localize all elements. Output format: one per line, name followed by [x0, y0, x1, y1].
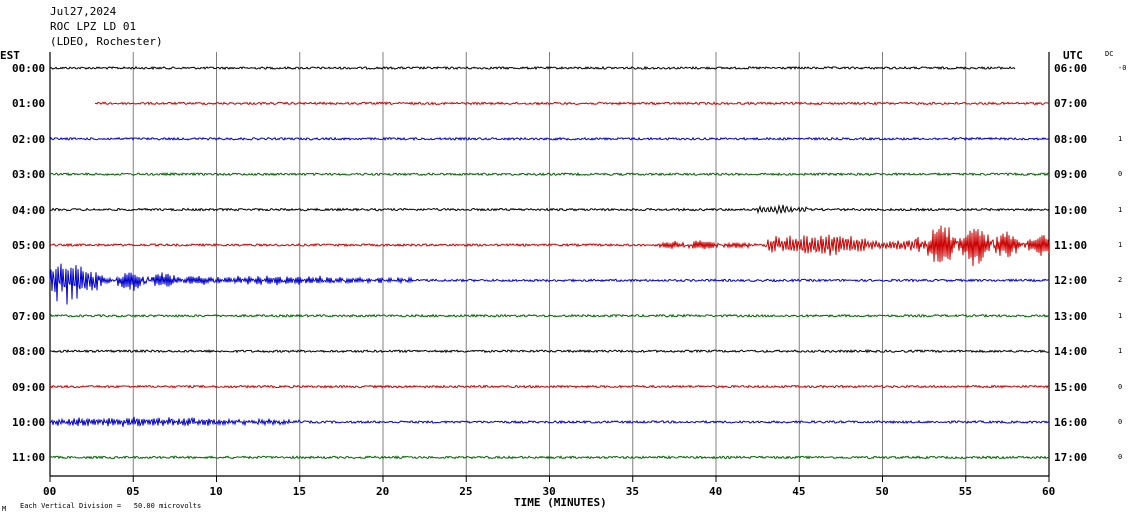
x-tick-label: 35	[625, 485, 639, 498]
est-hour-label: 09:00	[12, 380, 46, 394]
utc-hour-label: 06:00	[1054, 62, 1088, 75]
utc-hour-label: 11:00	[1054, 239, 1088, 252]
chart-station: ROC LPZ LD 01	[50, 20, 137, 33]
x-tick-label: 45	[792, 485, 806, 498]
utc-hour-label: 15:00	[1054, 380, 1088, 394]
x-tick-label: 20	[376, 485, 390, 498]
x-tick-label: 25	[459, 485, 473, 498]
x-axis-title: TIME (MINUTES)	[514, 496, 607, 509]
est-hour-label: 00:00	[12, 62, 46, 75]
utc-hour-label: 17:00	[1054, 451, 1088, 465]
dc-value: 0	[1118, 453, 1123, 462]
x-tick-label: 55	[958, 485, 972, 498]
est-hour-label: 01:00	[12, 97, 46, 111]
dc-value: 1	[1118, 134, 1123, 143]
x-tick-label: 15	[292, 485, 306, 498]
x-tick-label: 50	[875, 485, 889, 498]
dc-value: 0	[1118, 382, 1123, 391]
est-hour-label: 02:00	[12, 132, 46, 146]
dc-value: -0	[1118, 64, 1127, 72]
x-tick-label: 60	[1042, 485, 1056, 498]
est-hour-label: 10:00	[12, 416, 46, 429]
trace-0000	[49, 65, 1016, 71]
chart-date: Jul27,2024	[50, 5, 117, 18]
est-hour-label: 05:00	[12, 239, 46, 252]
trace-0900	[49, 384, 1050, 389]
est-hour-label: 06:00	[12, 274, 46, 288]
dc-label: DC	[1105, 50, 1114, 58]
right-timezone-label: UTC	[1063, 49, 1083, 62]
utc-hour-label: 09:00	[1054, 168, 1088, 182]
trace-0400	[49, 203, 1050, 215]
corner-mark: M	[2, 505, 7, 513]
dc-value: 1	[1118, 347, 1123, 356]
left-timezone-label: EST	[0, 49, 20, 62]
x-tick-label: 40	[709, 485, 723, 498]
trace-0600	[49, 263, 1050, 305]
est-hour-label: 03:00	[12, 168, 46, 182]
trace-0500	[49, 225, 1050, 267]
utc-hour-label: 13:00	[1054, 309, 1088, 323]
x-tick-label: 10	[209, 485, 223, 498]
x-tick-label: 00	[43, 485, 57, 498]
est-hour-label: 08:00	[12, 345, 46, 359]
trace-1000	[49, 416, 1050, 428]
x-tick-label: 30	[542, 485, 556, 498]
est-hour-label: 11:00	[12, 451, 46, 465]
trace-0200	[49, 136, 1050, 142]
utc-hour-label: 10:00	[1054, 203, 1088, 217]
utc-hour-label: 08:00	[1054, 132, 1088, 146]
x-tick-label: 05	[126, 485, 140, 498]
trace-0700	[49, 313, 1050, 318]
trace-0300	[49, 172, 1050, 177]
scale-note: Each Vertical Division = 50.00 microvolt…	[20, 502, 202, 510]
est-hour-label: 04:00	[12, 203, 46, 217]
utc-hour-label: 07:00	[1054, 97, 1088, 111]
dc-value: 0	[1118, 418, 1123, 426]
trace-1100	[49, 455, 1050, 460]
dc-value: 0	[1118, 170, 1123, 179]
chart-network: (LDEO, Rochester)	[50, 35, 163, 48]
utc-hour-label: 12:00	[1054, 274, 1088, 288]
dc-value: 1	[1118, 205, 1123, 214]
dc-value: 1	[1118, 241, 1123, 249]
dc-value: 2	[1118, 276, 1123, 285]
utc-hour-label: 14:00	[1054, 345, 1088, 359]
est-hour-label: 07:00	[12, 309, 46, 323]
utc-hour-label: 16:00	[1054, 416, 1088, 429]
dc-value: 1	[1118, 311, 1123, 320]
trace-0800	[49, 348, 1050, 354]
trace-0100	[94, 101, 1050, 106]
